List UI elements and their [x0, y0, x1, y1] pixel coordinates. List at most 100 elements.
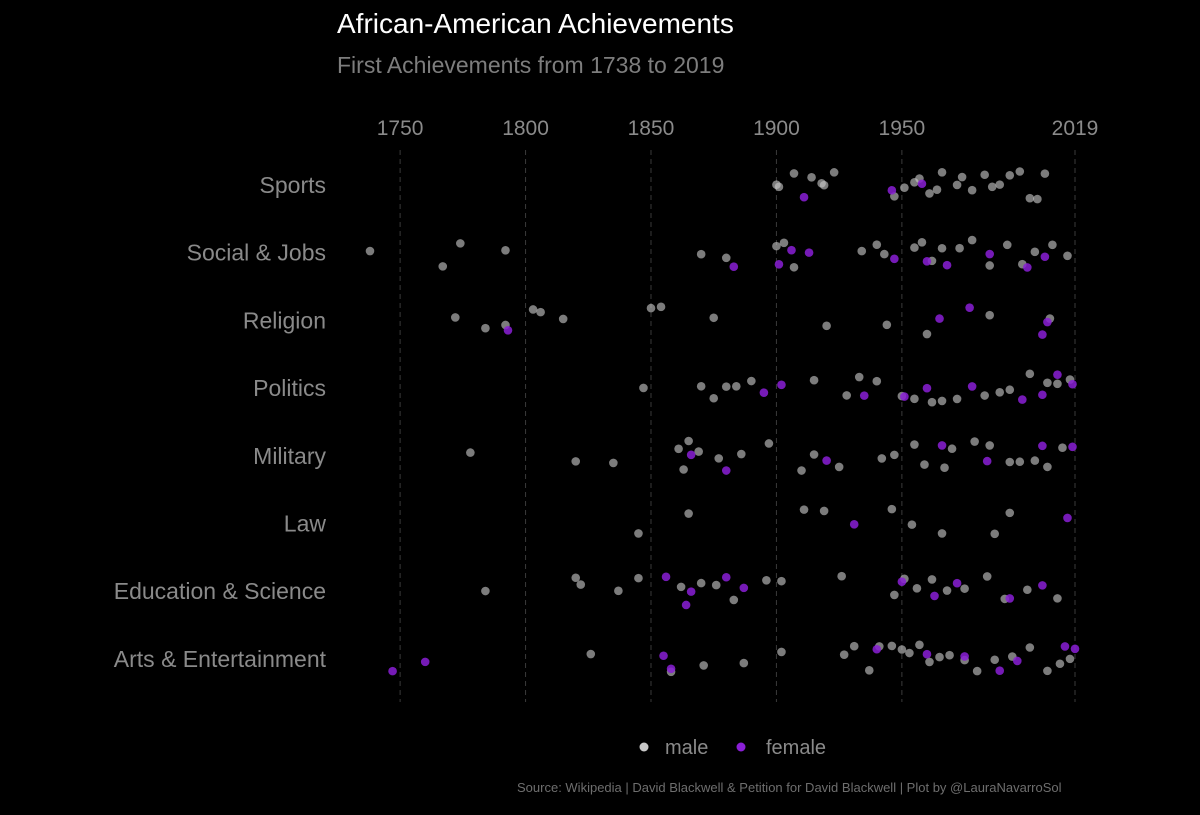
- male-point: [925, 189, 934, 198]
- source-caption: Source: Wikipedia | David Blackwell & Pe…: [517, 780, 1062, 795]
- male-point: [1025, 369, 1035, 379]
- male-point: [576, 580, 586, 589]
- male-point: [1015, 167, 1025, 176]
- male-point: [980, 170, 989, 180]
- female-point: [686, 587, 696, 596]
- male-point: [985, 261, 994, 270]
- male-point: [789, 169, 799, 178]
- male-point: [711, 580, 721, 590]
- male-point: [634, 573, 643, 583]
- female-point: [388, 666, 397, 676]
- female-point: [922, 257, 932, 266]
- male-point: [501, 245, 510, 255]
- male-point: [1043, 378, 1052, 388]
- male-point: [839, 650, 849, 659]
- male-point: [822, 321, 831, 331]
- data-points: [365, 167, 1080, 677]
- male-point: [910, 243, 919, 252]
- female-point: [1068, 379, 1077, 389]
- male-point: [829, 168, 839, 177]
- male-point: [880, 249, 889, 259]
- female-point: [930, 591, 939, 601]
- female-point: [942, 260, 952, 270]
- male-point: [995, 180, 1005, 189]
- male-point: [920, 460, 929, 469]
- male-point: [872, 240, 882, 249]
- male-point: [438, 262, 448, 271]
- male-point: [779, 238, 789, 248]
- female-point: [849, 520, 859, 529]
- female-point: [937, 441, 947, 450]
- male-point: [1025, 643, 1035, 652]
- male-point: [764, 439, 774, 448]
- male-point: [890, 450, 899, 460]
- male-point: [1040, 169, 1050, 178]
- grid-lines: [399, 150, 1076, 702]
- y-tick-label: Sports: [260, 172, 326, 198]
- female-point: [1038, 441, 1047, 451]
- male-point: [528, 305, 538, 314]
- male-point: [1005, 457, 1015, 467]
- male-point: [912, 584, 922, 593]
- female-point: [774, 259, 784, 269]
- male-point: [887, 504, 897, 514]
- female-point: [1060, 642, 1070, 651]
- male-point: [937, 167, 947, 177]
- legend-female-label: female: [766, 737, 826, 759]
- male-point: [927, 575, 937, 584]
- male-point: [857, 246, 867, 256]
- female-point: [995, 666, 1005, 676]
- male-point: [807, 173, 816, 182]
- male-point: [721, 382, 731, 391]
- male-point: [900, 183, 909, 192]
- female-point: [985, 249, 994, 259]
- female-point: [952, 578, 962, 588]
- male-point: [1043, 462, 1052, 472]
- legend-male-marker: [639, 742, 649, 752]
- male-point: [797, 466, 806, 475]
- x-tick-label: 1800: [502, 117, 549, 140]
- male-point: [646, 303, 656, 313]
- male-point: [877, 454, 887, 463]
- male-point: [571, 573, 581, 583]
- female-point: [1023, 263, 1032, 272]
- male-point: [634, 529, 643, 538]
- male-point: [456, 239, 465, 248]
- female-point: [1043, 317, 1052, 327]
- female-point: [1005, 594, 1015, 603]
- female-point: [1038, 330, 1047, 339]
- y-tick-label: Social & Jobs: [187, 240, 326, 266]
- male-point: [676, 582, 686, 592]
- male-point: [952, 180, 962, 190]
- female-point: [729, 262, 739, 272]
- male-point: [674, 444, 683, 454]
- male-point: [842, 391, 851, 400]
- chart-subtitle: First Achievements from 1738 to 2019: [337, 52, 725, 78]
- male-point: [985, 441, 994, 450]
- male-point: [937, 396, 947, 406]
- male-point: [980, 391, 989, 400]
- male-point: [854, 372, 864, 382]
- male-point: [1002, 240, 1012, 250]
- male-point: [684, 436, 693, 446]
- male-point: [1053, 594, 1062, 603]
- male-point: [639, 383, 648, 393]
- female-point: [897, 577, 907, 587]
- x-tick-label: 2019: [1052, 117, 1099, 140]
- male-point: [747, 376, 756, 386]
- male-point: [684, 509, 693, 518]
- male-point: [536, 307, 545, 317]
- y-axis-ticks: Sports Social & Jobs Religion Politics Milit…: [114, 172, 327, 672]
- female-point: [960, 652, 969, 661]
- male-point: [481, 586, 490, 596]
- male-point: [1063, 251, 1072, 261]
- male-point: [970, 437, 979, 446]
- male-point: [955, 243, 964, 253]
- male-point: [849, 641, 859, 651]
- male-point: [940, 463, 949, 472]
- female-point: [822, 456, 831, 465]
- female-point: [1018, 395, 1027, 404]
- male-point: [887, 641, 897, 651]
- male-point: [586, 649, 596, 659]
- female-point: [503, 325, 513, 335]
